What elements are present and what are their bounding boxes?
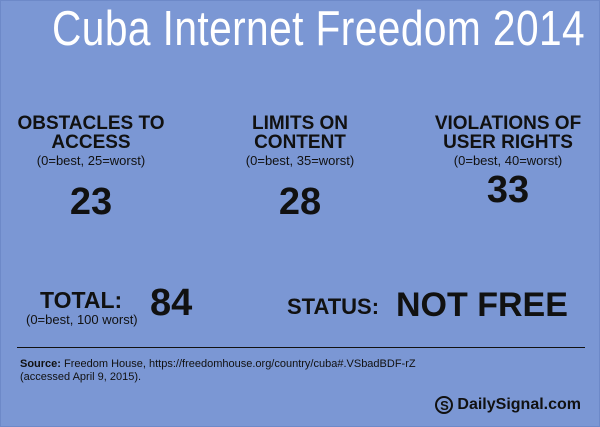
metric-label-line-2: CONTENT — [254, 132, 346, 153]
metric-value: 28 — [278, 181, 322, 223]
logo-text: DailySignal.com — [457, 396, 581, 413]
metric-label: VIOLATIONS OF USER RIGHTS — [421, 114, 595, 152]
status-label: STATUS: — [287, 294, 380, 319]
metric-obstacles-to-access: OBSTACLES TO ACCESS (0=best, 25=worst) 2… — [11, 114, 171, 221]
total-value: 84 — [150, 282, 193, 324]
metric-limits-on-content: LIMITS ON CONTENT (0=best, 35=worst) 28 — [221, 114, 379, 221]
source-prefix: Source: — [20, 358, 61, 370]
metric-label-line-1: LIMITS ON — [251, 113, 349, 134]
metric-label-line-2: ACCESS — [51, 132, 131, 153]
metric-label: LIMITS ON CONTENT — [221, 114, 379, 152]
daily-signal-logo: S DailySignal.com — [435, 395, 581, 415]
metric-value: 23 — [69, 181, 113, 223]
status-value: NOT FREE — [396, 286, 568, 324]
metric-note: (0=best, 35=worst) — [245, 153, 355, 168]
metric-label-line-1: OBSTACLES TO — [17, 113, 165, 134]
signal-logo-icon: S — [435, 396, 454, 414]
footer-divider — [17, 347, 585, 348]
total-note: (0=best, 100 worst) — [26, 312, 138, 327]
total-label: TOTAL: — [40, 287, 123, 313]
metric-label-line-2: USER RIGHTS — [443, 132, 573, 153]
source-text: Freedom House, https://freedomhouse.org/… — [20, 358, 416, 383]
status-summary: STATUS: NOT FREE — [287, 288, 572, 322]
metric-violations-of-user-rights: VIOLATIONS OF USER RIGHTS (0=best, 40=wo… — [421, 114, 595, 209]
total-summary: TOTAL: (0=best, 100 worst) 84 — [18, 284, 208, 342]
metric-value: 33 — [486, 169, 530, 211]
metric-note: (0=best, 40=worst) — [453, 153, 563, 168]
source-note: Source: Freedom House, https://freedomho… — [20, 358, 440, 384]
metric-note: (0=best, 25=worst) — [36, 153, 146, 168]
metric-label-line-1: VIOLATIONS OF — [434, 113, 582, 134]
metric-label: OBSTACLES TO ACCESS — [11, 114, 171, 152]
page-title: Cuba Internet Freedom 2014 — [52, 2, 586, 56]
